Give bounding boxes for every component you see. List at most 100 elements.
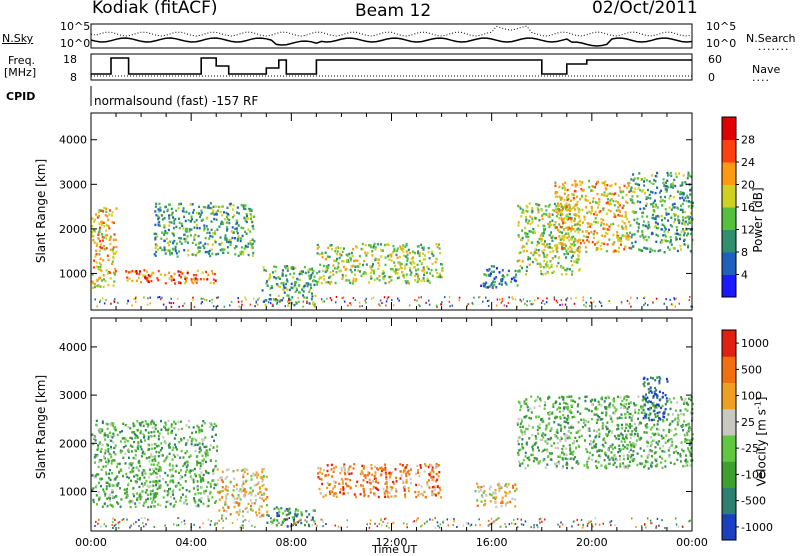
ground-scatter-cell	[689, 296, 691, 298]
echo-cell	[153, 431, 155, 433]
echo-cell	[127, 279, 129, 281]
echo-cell	[561, 198, 563, 200]
echo-cell	[162, 218, 164, 220]
echo-cell	[359, 270, 361, 272]
echo-cell	[345, 274, 347, 276]
echo-cell	[540, 270, 542, 272]
echo-cell	[668, 431, 670, 433]
echo-cell	[402, 250, 404, 252]
echo-cell	[620, 240, 622, 242]
echo-cell	[527, 236, 529, 238]
echo-cell	[550, 430, 552, 432]
echo-cell	[548, 226, 550, 228]
echo-cell	[98, 482, 100, 484]
echo-cell	[685, 454, 687, 456]
echo-cell	[378, 258, 380, 260]
echo-cell	[406, 282, 408, 284]
echo-cell	[573, 440, 575, 442]
echo-cell	[116, 207, 118, 209]
echo-cell	[369, 482, 371, 484]
echo-cell	[577, 411, 579, 413]
echo-cell	[632, 201, 634, 203]
echo-cell	[493, 265, 495, 267]
echo-cell	[364, 252, 366, 254]
echo-cell	[168, 272, 170, 274]
echo-cell	[93, 260, 95, 262]
echo-cell	[596, 422, 598, 424]
echo-cell	[247, 473, 249, 475]
echo-cell	[171, 252, 173, 254]
echo-cell	[168, 420, 170, 422]
echo-cell	[675, 433, 677, 435]
echo-cell	[687, 447, 689, 449]
echo-cell	[570, 230, 572, 232]
echo-cell	[266, 511, 268, 513]
echo-cell	[579, 229, 581, 231]
echo-cell	[545, 273, 547, 275]
echo-cell	[107, 450, 109, 452]
echo-cell	[160, 454, 162, 456]
ground-scatter-cell	[570, 298, 572, 300]
echo-cell	[263, 266, 265, 268]
echo-cell	[228, 222, 230, 224]
echo-cell	[633, 202, 635, 204]
echo-cell	[542, 433, 544, 435]
echo-cell	[336, 496, 338, 498]
echo-cell	[201, 425, 203, 427]
echo-cell	[213, 426, 215, 428]
echo-cell	[633, 459, 635, 461]
echo-cell	[291, 296, 293, 298]
echo-cell	[107, 444, 109, 446]
echo-cell	[384, 464, 386, 466]
ground-scatter-cell	[303, 301, 305, 303]
echo-cell	[178, 237, 180, 239]
echo-cell	[557, 442, 559, 444]
echo-cell	[596, 193, 598, 195]
echo-cell	[654, 413, 656, 415]
echo-cell	[531, 411, 533, 413]
echo-cell	[564, 236, 566, 238]
echo-cell	[390, 472, 392, 474]
echo-cell	[430, 476, 432, 478]
echo-cell	[327, 247, 329, 249]
echo-cell	[102, 506, 104, 508]
echo-cell	[676, 233, 678, 235]
echo-cell	[370, 464, 372, 466]
echo-cell	[166, 501, 168, 503]
echo-cell	[356, 260, 358, 262]
echo-cell	[308, 513, 310, 515]
echo-cell	[212, 470, 214, 472]
echo-cell	[148, 476, 150, 478]
ground-scatter-cell	[171, 298, 173, 300]
echo-cell	[174, 273, 176, 275]
echo-cell	[178, 250, 180, 252]
ground-scatter-cell	[583, 304, 585, 306]
echo-cell	[619, 455, 621, 457]
echo-cell	[157, 218, 159, 220]
echo-cell	[400, 470, 402, 472]
echo-cell	[665, 208, 667, 210]
echo-cell	[124, 437, 126, 439]
echo-cell	[542, 218, 544, 220]
echo-cell	[192, 203, 194, 205]
echo-cell	[125, 424, 127, 426]
echo-cell	[687, 196, 689, 198]
echo-cell	[355, 496, 357, 498]
echo-cell	[665, 442, 667, 444]
echo-cell	[196, 224, 198, 226]
echo-cell	[476, 483, 478, 485]
panel-1-background	[91, 318, 692, 531]
echo-cell	[420, 466, 422, 468]
echo-cell	[122, 423, 124, 425]
ground-scatter-cell	[344, 301, 346, 303]
echo-cell	[410, 468, 412, 470]
echo-cell	[96, 449, 98, 451]
echo-cell	[638, 396, 640, 398]
echo-cell	[375, 481, 377, 483]
echo-cell	[544, 240, 546, 242]
echo-cell	[178, 281, 180, 283]
echo-cell	[103, 225, 105, 227]
echo-cell	[314, 284, 316, 286]
echo-cell	[97, 473, 99, 475]
echo-cell	[436, 463, 438, 465]
